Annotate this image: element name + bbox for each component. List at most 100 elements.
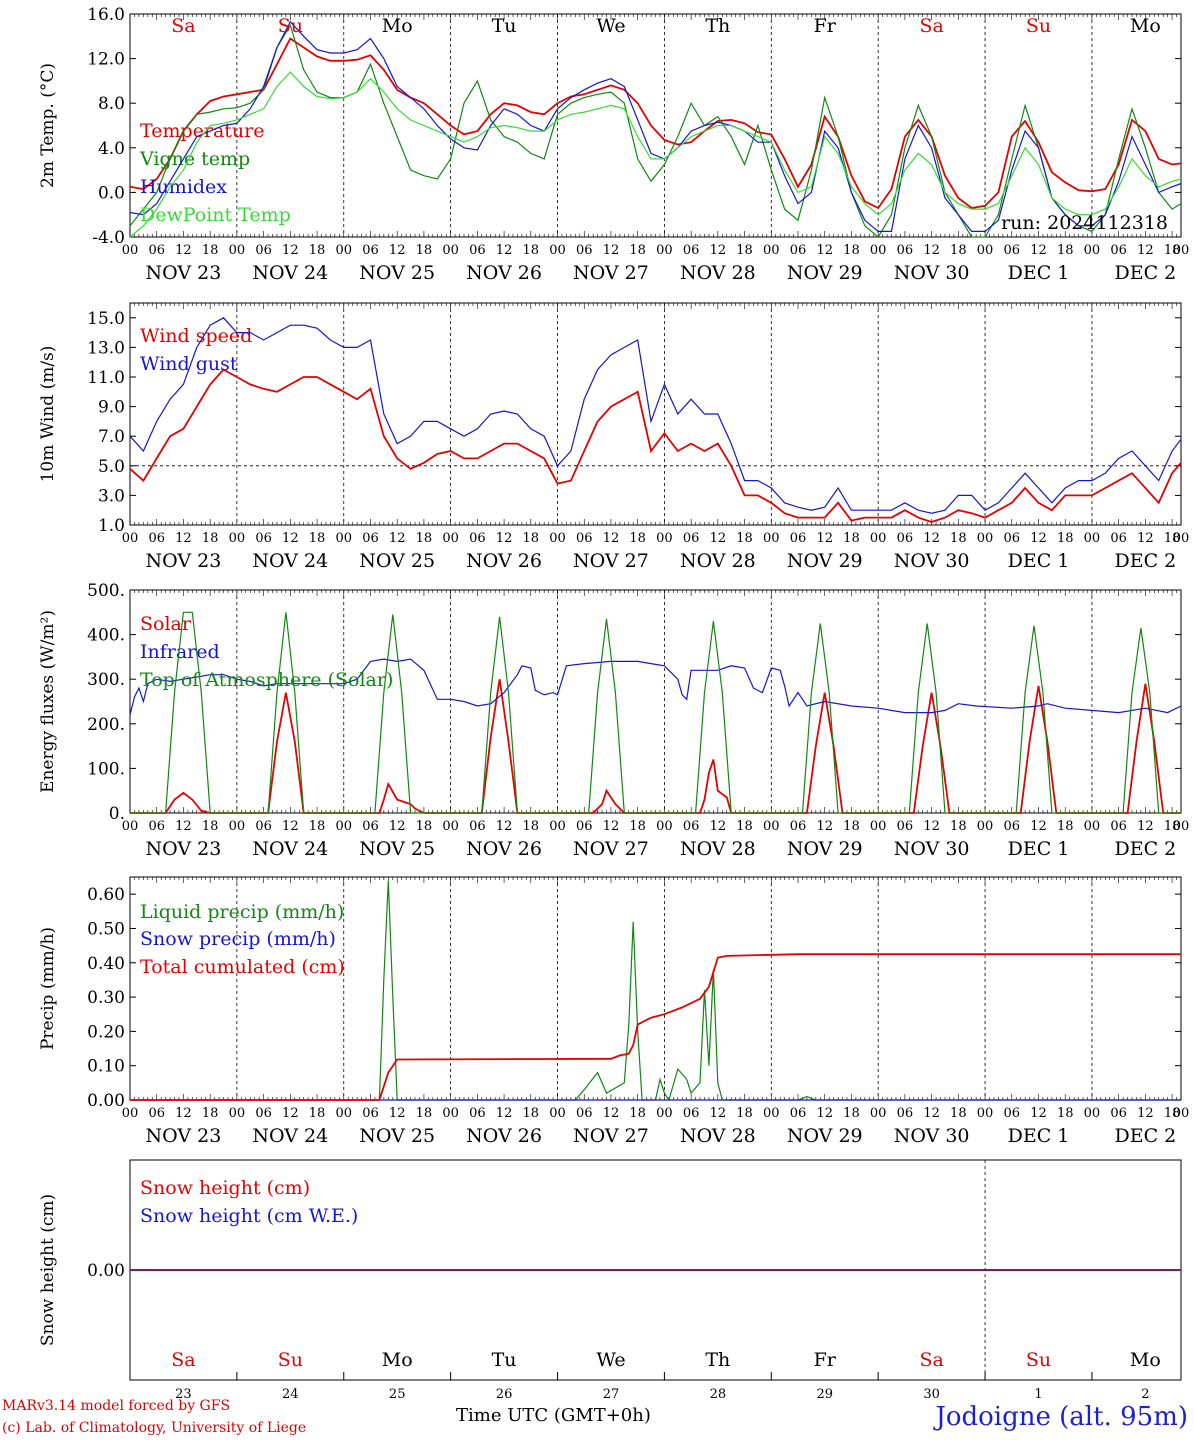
date-label: DEC 2 [1114,1125,1176,1147]
hour-tick-label: 06 [683,819,700,834]
weekday-label: Mo [382,1349,413,1371]
legend-entry: Solar [140,613,192,635]
hour-tick-label: 18 [736,1106,753,1121]
hour-tick-label: 12 [175,531,192,546]
y-tick-label: 0.10 [87,1057,125,1077]
day-number-label: 23 [175,1387,192,1402]
day-number-label: 25 [389,1387,406,1402]
series-line-total-cumulated-cm- [130,953,1181,1101]
date-label: DEC 1 [1008,1125,1070,1147]
hour-tick-label: 12 [389,1106,406,1121]
hour-tick-label: 06 [897,531,914,546]
hour-tick-label: 06 [1110,819,1127,834]
hour-tick-label: 12 [923,1106,940,1121]
hour-tick-label: 12 [282,531,299,546]
date-label: NOV 30 [894,550,970,572]
hour-tick-label: 00 [1173,243,1190,258]
hour-tick-label: 00 [335,1106,352,1121]
date-label: NOV 29 [787,838,863,860]
day-number-label: 24 [282,1387,299,1402]
hour-tick-label: 06 [469,1106,486,1121]
date-label: NOV 27 [573,262,649,284]
hour-tick-label: 06 [790,531,807,546]
date-label: NOV 29 [787,1125,863,1147]
legend-entry: Temperature [140,120,264,142]
model-credit-line: MARv3.14 model forced by GFS [2,1398,231,1414]
hour-tick-label: 12 [603,531,620,546]
weekday-label: We [596,1349,625,1371]
hour-tick-label: 00 [1084,819,1101,834]
day-number-label: 30 [923,1387,940,1402]
hour-tick-label: 00 [442,819,459,834]
hour-tick-label: 00 [1084,243,1101,258]
hour-tick-label: 00 [977,243,994,258]
series-line-humidex [129,20,1182,232]
hour-tick-label: 12 [603,819,620,834]
hour-tick-label: 00 [442,1106,459,1121]
hour-tick-label: 18 [523,1106,540,1121]
hour-tick-label: 18 [843,1106,860,1121]
hour-tick-label: 18 [309,243,326,258]
hour-tick-label: 12 [282,243,299,258]
day-number-label: 26 [496,1387,513,1402]
hour-tick-label: 18 [843,243,860,258]
hour-tick-label: 18 [629,1106,646,1121]
y-tick-label: 0.00 [87,1091,125,1111]
hour-tick-label: 12 [816,243,833,258]
date-label: NOV 28 [680,262,756,284]
hour-tick-label: 06 [897,1106,914,1121]
hour-tick-label: 12 [282,1106,299,1121]
station-location: Jodoigne (alt. 95m) [935,1402,1188,1432]
hour-tick-label: 06 [683,1106,700,1121]
date-label: NOV 24 [252,838,328,860]
hour-tick-label: 06 [148,819,165,834]
hour-tick-label: 00 [977,1106,994,1121]
y-tick-label: 8.0 [98,94,125,114]
day-number-label: 29 [816,1387,833,1402]
date-label: NOV 26 [466,838,542,860]
hour-tick-label: 00 [1084,1106,1101,1121]
hour-tick-label: 06 [469,243,486,258]
date-label: NOV 24 [252,550,328,572]
hour-tick-label: 18 [736,531,753,546]
hour-tick-label: 12 [389,531,406,546]
hour-tick-label: 00 [122,819,139,834]
weekday-label: Su [1026,1349,1051,1371]
hour-tick-label: 12 [1137,243,1154,258]
hour-tick-label: 18 [309,531,326,546]
hour-tick-label: 06 [362,243,379,258]
y-tick-label: 5.0 [98,457,125,477]
hour-tick-label: 06 [790,1106,807,1121]
weekday-label: Sa [171,15,195,37]
weekday-label: Su [1026,15,1051,37]
hour-tick-label: 06 [897,243,914,258]
hour-tick-label: 00 [763,819,780,834]
hour-tick-label: 00 [763,1106,780,1121]
hour-tick-label: 12 [496,819,513,834]
date-label: NOV 27 [573,1125,649,1147]
hour-tick-label: 06 [255,1106,272,1121]
date-label: NOV 29 [787,550,863,572]
hour-tick-label: 18 [1057,243,1074,258]
hour-tick-label: 06 [469,531,486,546]
hour-tick-label: 00 [656,243,673,258]
day-number-label: 27 [603,1387,620,1402]
day-number-label: 1 [1034,1387,1042,1402]
hour-tick-label: 18 [843,819,860,834]
legend-entry: Snow height (cm W.E.) [140,1205,358,1227]
hour-tick-label: 18 [1057,531,1074,546]
hour-tick-label: 00 [122,1106,139,1121]
hour-tick-label: 00 [122,243,139,258]
weekday-label: Fr [814,15,837,37]
hour-tick-label: 06 [576,1106,593,1121]
hour-tick-label: 12 [710,243,727,258]
day-number-label: 28 [710,1387,727,1402]
hour-tick-label: 06 [362,1106,379,1121]
hour-tick-label: 06 [683,243,700,258]
hour-tick-label: 06 [1110,1106,1127,1121]
hour-tick-label: 18 [629,531,646,546]
hour-tick-label: 18 [309,819,326,834]
hour-tick-label: 12 [1030,819,1047,834]
hour-tick-label: 06 [148,531,165,546]
series-line-temperature [129,37,1182,210]
